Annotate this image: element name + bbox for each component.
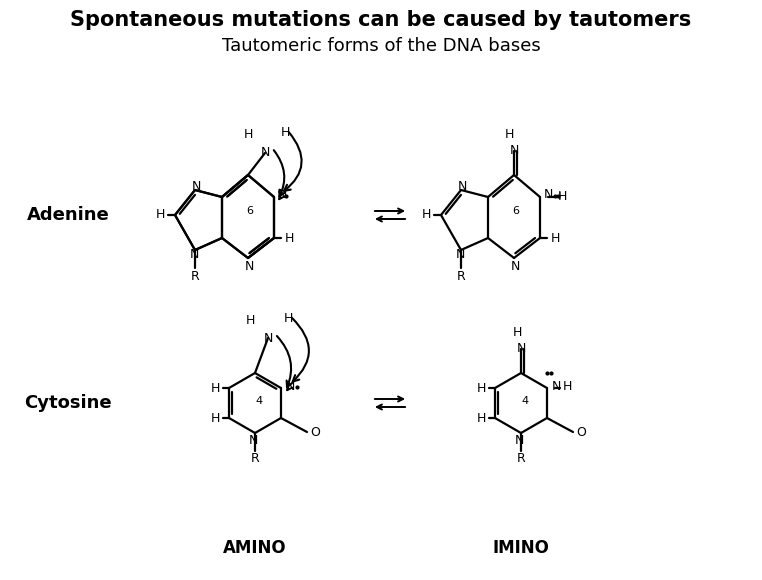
Text: Adenine: Adenine (27, 206, 110, 224)
Text: N: N (509, 144, 519, 158)
Text: N: N (191, 179, 200, 193)
Text: N: N (511, 259, 520, 273)
Text: N: N (551, 379, 561, 393)
Text: H: H (550, 231, 559, 245)
FancyArrowPatch shape (375, 397, 403, 401)
Text: H: H (280, 125, 290, 139)
Text: H: H (476, 411, 485, 425)
Text: H: H (284, 231, 293, 245)
Text: N: N (456, 248, 465, 262)
Text: N: N (514, 434, 523, 448)
Text: H: H (283, 311, 293, 324)
FancyArrowPatch shape (375, 208, 403, 213)
Text: Tautomeric forms of the DNA bases: Tautomeric forms of the DNA bases (222, 37, 540, 55)
Text: R: R (456, 270, 466, 282)
Text: H: H (421, 208, 431, 222)
FancyArrowPatch shape (287, 382, 292, 390)
Text: N: N (248, 434, 258, 448)
FancyArrowPatch shape (274, 150, 285, 197)
Text: Cytosine: Cytosine (24, 394, 112, 412)
Text: N: N (517, 343, 526, 356)
FancyArrowPatch shape (284, 132, 302, 191)
Text: +: + (555, 191, 563, 201)
Text: N: N (189, 248, 199, 262)
Text: H: H (557, 190, 567, 204)
Text: H: H (210, 382, 219, 394)
Text: N: N (264, 332, 273, 345)
Text: N: N (277, 187, 287, 201)
Text: N: N (285, 379, 295, 393)
FancyArrowPatch shape (292, 318, 309, 382)
Text: R: R (251, 452, 259, 466)
Text: AMINO: AMINO (223, 539, 287, 557)
Text: R: R (517, 452, 525, 466)
Text: H: H (504, 129, 514, 142)
Text: 4: 4 (255, 396, 263, 406)
Text: H: H (245, 314, 255, 327)
Text: N: N (245, 259, 254, 273)
Text: R: R (190, 270, 200, 282)
Text: N: N (261, 147, 270, 160)
Text: 6: 6 (246, 206, 254, 216)
Text: H: H (512, 327, 522, 339)
Text: N: N (543, 187, 552, 201)
Text: O: O (310, 426, 320, 438)
Text: IMINO: IMINO (492, 539, 549, 557)
Text: Spontaneous mutations can be caused by tautomers: Spontaneous mutations can be caused by t… (70, 10, 692, 30)
Text: O: O (576, 426, 586, 438)
Text: H: H (210, 411, 219, 425)
Text: H: H (476, 382, 485, 394)
Text: H: H (155, 208, 165, 222)
FancyArrowPatch shape (279, 191, 284, 199)
Text: 4: 4 (521, 396, 529, 406)
FancyArrowPatch shape (377, 216, 405, 222)
Text: H: H (562, 379, 572, 393)
FancyArrowPatch shape (277, 336, 293, 387)
Text: N: N (457, 179, 466, 193)
Text: 6: 6 (513, 206, 520, 216)
Text: H: H (243, 129, 253, 142)
FancyArrowPatch shape (377, 404, 405, 409)
